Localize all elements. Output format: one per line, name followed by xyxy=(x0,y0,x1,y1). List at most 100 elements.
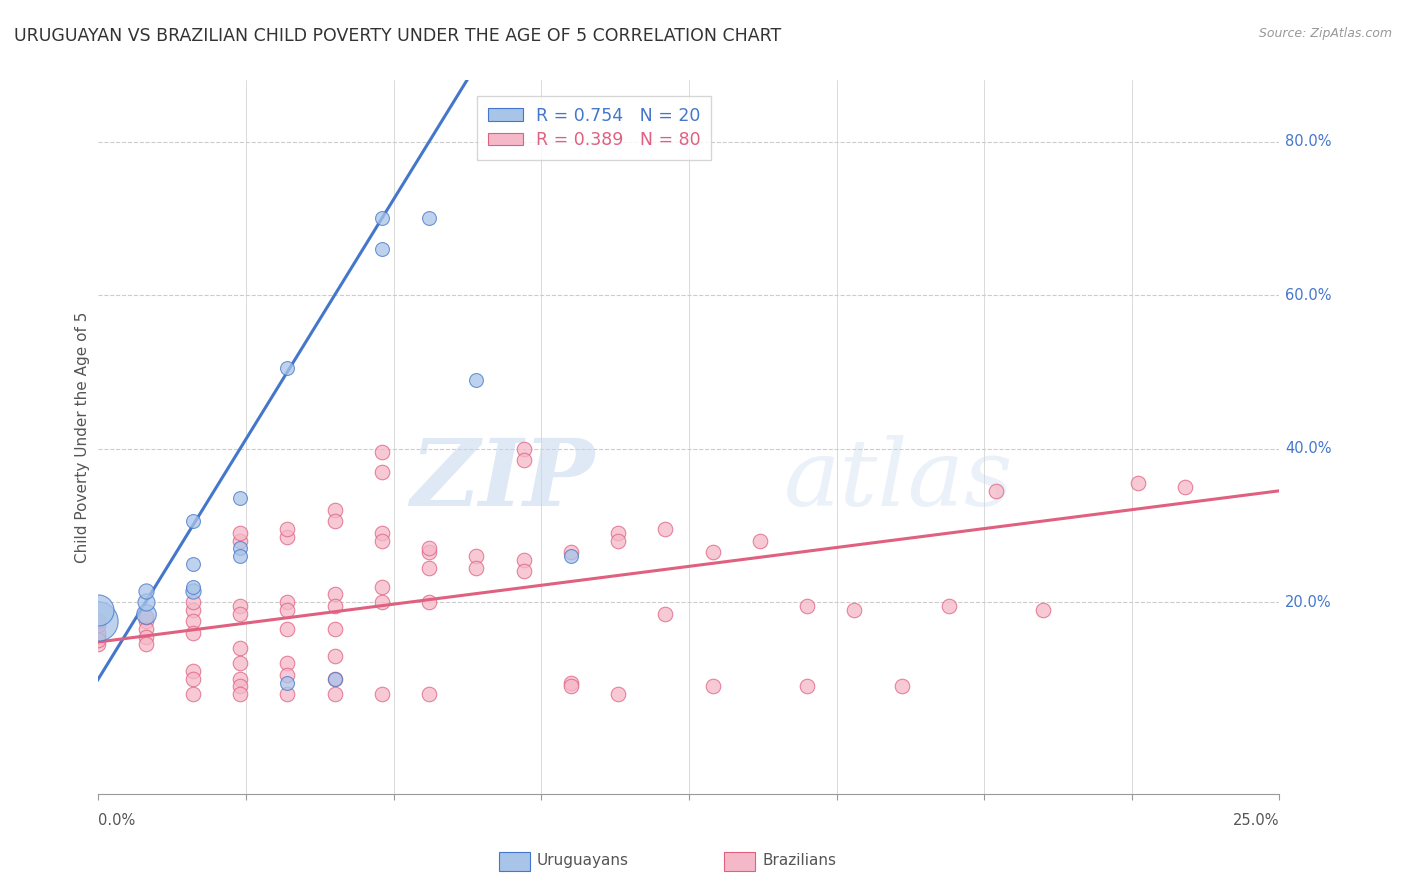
Point xyxy=(607,533,630,548)
Point xyxy=(87,603,110,617)
Point xyxy=(371,533,394,548)
Point xyxy=(229,533,252,548)
Point xyxy=(371,687,394,701)
Point xyxy=(323,587,346,601)
Point xyxy=(181,603,204,617)
Point xyxy=(181,687,204,701)
Point xyxy=(229,491,252,506)
Point xyxy=(229,672,252,686)
Text: Source: ZipAtlas.com: Source: ZipAtlas.com xyxy=(1258,27,1392,40)
Point xyxy=(844,603,866,617)
Point xyxy=(418,545,440,559)
Point xyxy=(135,583,157,598)
Point xyxy=(560,545,582,559)
Point xyxy=(135,622,157,636)
Point xyxy=(984,483,1007,498)
Point xyxy=(323,599,346,613)
Point xyxy=(181,580,204,594)
Point xyxy=(512,453,534,467)
Point xyxy=(135,637,157,651)
Point xyxy=(181,672,204,686)
Point xyxy=(229,680,252,694)
Point xyxy=(229,549,252,563)
Point xyxy=(465,372,488,386)
Point xyxy=(87,625,110,640)
Point xyxy=(371,211,394,226)
Point xyxy=(938,599,960,613)
Point xyxy=(87,614,110,628)
Point xyxy=(229,526,252,541)
Point xyxy=(796,680,818,694)
Point xyxy=(418,541,440,556)
Point xyxy=(371,465,394,479)
Point xyxy=(135,595,157,609)
Point xyxy=(796,599,818,613)
Point xyxy=(229,641,252,656)
Text: Uruguayans: Uruguayans xyxy=(537,854,628,868)
Point xyxy=(87,614,110,628)
Point xyxy=(371,580,394,594)
Point xyxy=(229,607,252,621)
Point xyxy=(654,607,676,621)
Point xyxy=(418,560,440,574)
Point xyxy=(560,549,582,563)
Point xyxy=(87,618,110,632)
Point xyxy=(323,515,346,529)
Point xyxy=(512,565,534,579)
Point xyxy=(560,680,582,694)
Point xyxy=(418,687,440,701)
Point xyxy=(512,553,534,567)
Point xyxy=(748,533,770,548)
Point xyxy=(323,672,346,686)
Point xyxy=(654,522,676,536)
Point xyxy=(323,687,346,701)
Text: 0.0%: 0.0% xyxy=(98,814,135,828)
Point xyxy=(276,657,298,671)
Point xyxy=(607,687,630,701)
Point xyxy=(276,522,298,536)
Legend: R = 0.754   N = 20, R = 0.389   N = 80: R = 0.754 N = 20, R = 0.389 N = 80 xyxy=(478,96,711,160)
Point xyxy=(276,622,298,636)
Point xyxy=(323,672,346,686)
Point xyxy=(323,503,346,517)
Point xyxy=(87,630,110,644)
Point xyxy=(87,637,110,651)
Point xyxy=(465,549,488,563)
Point xyxy=(276,687,298,701)
Text: 80.0%: 80.0% xyxy=(1285,134,1331,149)
Point xyxy=(181,664,204,678)
Point xyxy=(135,607,157,621)
Point xyxy=(371,526,394,541)
Text: 40.0%: 40.0% xyxy=(1285,441,1331,456)
Point xyxy=(512,442,534,456)
Y-axis label: Child Poverty Under the Age of 5: Child Poverty Under the Age of 5 xyxy=(75,311,90,563)
Point xyxy=(1126,476,1149,491)
Point xyxy=(418,595,440,609)
Text: atlas: atlas xyxy=(783,435,1012,524)
Point xyxy=(229,657,252,671)
Point xyxy=(371,242,394,256)
Point xyxy=(276,668,298,682)
Point xyxy=(371,445,394,459)
Point xyxy=(135,614,157,628)
Point xyxy=(465,560,488,574)
Point xyxy=(1032,603,1054,617)
Point xyxy=(229,541,252,556)
Point xyxy=(607,526,630,541)
Text: 25.0%: 25.0% xyxy=(1233,814,1279,828)
Point xyxy=(181,515,204,529)
Point xyxy=(135,630,157,644)
Point xyxy=(323,622,346,636)
Point xyxy=(181,557,204,571)
Point xyxy=(276,603,298,617)
Point xyxy=(371,595,394,609)
Point xyxy=(418,211,440,226)
Point xyxy=(135,610,157,624)
Point xyxy=(276,361,298,376)
Point xyxy=(181,625,204,640)
Text: 60.0%: 60.0% xyxy=(1285,287,1331,302)
Point xyxy=(1174,480,1197,494)
Point xyxy=(323,648,346,663)
Point xyxy=(181,595,204,609)
Text: Brazilians: Brazilians xyxy=(762,854,837,868)
